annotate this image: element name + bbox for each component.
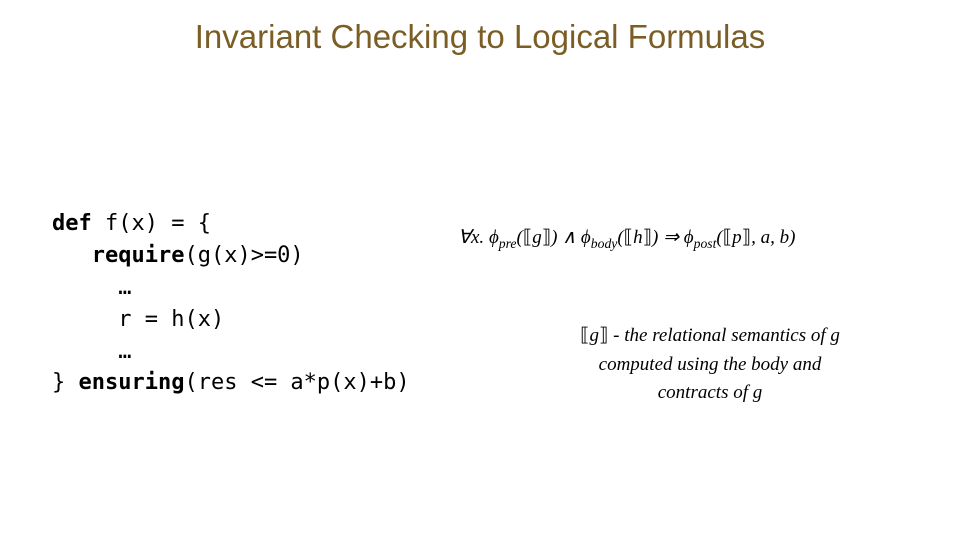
ldbl3: ⟦ <box>723 227 732 248</box>
kw-def: def <box>52 211 92 236</box>
implies: ⇒ <box>658 227 683 248</box>
code-block: def f(x) = { require(g(x)>=0) … r = h(x)… <box>52 208 410 399</box>
ex-line2: computed using the body and <box>599 354 822 375</box>
ex-rdbl: ⟧ <box>599 325 608 346</box>
phi1: ϕ <box>489 227 499 248</box>
rdbl1: ⟧ <box>542 227 551 248</box>
logical-formula: ∀x. ϕpre(⟦g⟧) ∧ ϕbody(⟦h⟧) ⇒ ϕpost(⟦p⟧, … <box>458 226 795 252</box>
sub-pre: pre <box>499 236 517 251</box>
ldbl2: ⟦ <box>624 227 633 248</box>
and: ∧ <box>558 227 581 248</box>
sub-body: body <box>591 236 618 251</box>
close3: ) <box>789 227 795 248</box>
title-text: Invariant Checking to Logical Formulas <box>195 18 765 55</box>
h: h <box>633 227 643 248</box>
code-l6-rest: (res <= a*p(x)+b) <box>184 370 409 395</box>
phi3: ϕ <box>684 227 694 248</box>
kw-ensuring: ensuring <box>79 370 185 395</box>
g1: g <box>532 227 542 248</box>
p: p <box>732 227 742 248</box>
ldbl1: ⟦ <box>523 227 532 248</box>
code-l5: … <box>52 339 131 364</box>
kw-require: require <box>92 243 185 268</box>
code-l6-prefix: } <box>52 370 79 395</box>
ex-ldbl: ⟦ <box>580 325 589 346</box>
rdbl3: ⟧ <box>742 227 751 248</box>
code-l3: … <box>52 275 131 300</box>
tail: , a, b <box>751 227 789 248</box>
code-l4: r = h(x) <box>52 307 224 332</box>
ex-g: g <box>590 325 600 346</box>
code-l1-rest: f(x) = { <box>92 211 211 236</box>
ex-dash: - <box>608 325 624 346</box>
rdbl2: ⟧ <box>643 227 652 248</box>
ex-line3: contracts of g <box>658 382 763 403</box>
phi2: ϕ <box>581 227 591 248</box>
ex-line1: the relational semantics of g <box>624 325 840 346</box>
forall: ∀x. <box>458 227 489 248</box>
code-l2-indent <box>52 243 92 268</box>
code-l2-rest: (g(x)>=0) <box>184 243 303 268</box>
slide-title: Invariant Checking to Logical Formulas <box>0 18 960 56</box>
sub-post: post <box>694 236 717 251</box>
explanation-text: ⟦g⟧ - the relational semantics of g comp… <box>500 322 920 408</box>
